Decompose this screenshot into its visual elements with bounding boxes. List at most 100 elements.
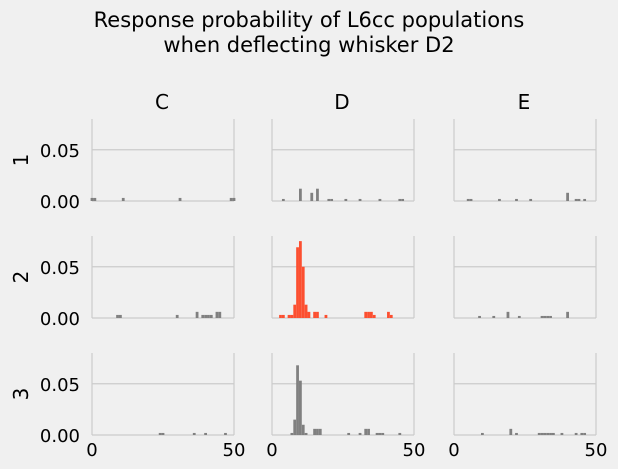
panel-1-D-bar (310, 192, 314, 201)
panel-1-D-bar (401, 198, 405, 201)
panel-1-C-ytick-label: 0.05 (40, 141, 80, 162)
panel-1-C-bar (178, 197, 182, 201)
panel-2-C-bar (207, 314, 210, 318)
panel-2-E-bar (566, 311, 569, 318)
panel-2-C-bar (119, 314, 122, 318)
panel-3-E-bar (515, 432, 518, 435)
panel-2-C-bar (204, 314, 207, 318)
panel-3-C-ytick-label: 0.00 (40, 426, 80, 447)
panel-1-D-bar (299, 188, 302, 201)
panel-3-D-bar (316, 428, 319, 435)
panel-3-E-bar (537, 432, 541, 435)
panel-2-D-bar (316, 311, 319, 318)
panel-1-D-bar (344, 198, 348, 201)
panel-2-D-bar (367, 311, 370, 318)
panel-2-D-bar (313, 311, 316, 318)
panel-2-E-bar (506, 311, 510, 318)
panel-3-C-bar (192, 432, 196, 435)
panel-1-D-bar (358, 198, 362, 201)
panel-3-E-bar (580, 432, 584, 435)
panel-1-D-bar (281, 198, 285, 201)
panel-3-E-xtick-label: 50 (585, 440, 608, 461)
panel-3-D-bar (318, 428, 322, 435)
panel-3-D-bar (378, 432, 382, 435)
panel-3-D-bar (290, 432, 294, 435)
panel-3-D-bar (367, 428, 370, 435)
panel-1-E-bar (583, 198, 587, 201)
panel-2-D-bar (279, 314, 282, 318)
panel-3-E-xtick-label: 0 (448, 440, 459, 461)
panel-3-E-bar (560, 432, 564, 435)
column-label-D: D (334, 90, 349, 114)
panel-2-E-bar (549, 315, 552, 318)
panel-3-D-bar (313, 428, 316, 435)
panel-2-D-bar (299, 241, 302, 318)
panel-3-E-bar (552, 432, 555, 435)
panel-3-C-ytick-label: 0.05 (40, 375, 80, 396)
panel-1-E-bar (469, 198, 473, 201)
panel-3-D-bar (375, 432, 379, 435)
panel-3-D-bar (293, 419, 297, 435)
panel-3-E-bar (540, 432, 544, 435)
panel-3-C-xtick-label: 0 (86, 440, 97, 461)
panel-3-C-xtick-label: 50 (223, 440, 246, 461)
panel-3-E-bar (509, 428, 513, 435)
panel-2-C-bar (201, 314, 205, 318)
panel-3-E-bar (546, 432, 550, 435)
panel-3-D-xtick-label: 0 (266, 440, 277, 461)
panel-2-D-bar (301, 266, 305, 318)
panel-3-D-bar (398, 432, 402, 435)
panel-3-E-bar (574, 432, 578, 435)
chart-title-line2: when deflecting whisker D2 (163, 33, 455, 57)
panel-3-C-bar (204, 432, 207, 435)
panel-1-C-ytick-label: 0.00 (40, 192, 80, 213)
panel-2-D-bar (293, 304, 297, 318)
panel-1-E-bar (574, 198, 578, 201)
panel-1-E-bar (515, 198, 518, 201)
panel-2-E-bar (546, 315, 550, 318)
panel-3-C-bar (158, 432, 162, 435)
panel-2-D-bar (290, 314, 294, 318)
panel-2-D-bar (370, 311, 373, 318)
panel-3-E-bar (549, 432, 552, 435)
panel-1-D-bar (327, 198, 331, 201)
panel-3-D-bar (304, 432, 308, 435)
panel-2-D-bar (281, 314, 285, 318)
panel-2-D-bar (372, 314, 376, 318)
panel-3-E-bar (583, 432, 587, 435)
panel-2-E-bar (543, 315, 547, 318)
panel-1-E-bar (566, 192, 569, 201)
panel-1-C-bar (121, 197, 125, 201)
row-label-1: 1 (9, 154, 33, 167)
panel-1-D-bar (398, 198, 402, 201)
panel-1-E-bar (577, 198, 581, 201)
chart-title: Response probability of L6cc populations… (0, 8, 618, 58)
panel-2-D-bar (389, 314, 393, 318)
panel-3-D-bar (358, 432, 362, 435)
panel-2-D-bar (324, 314, 328, 318)
panel-1-D-bar (330, 198, 334, 201)
panel-2-C-ytick-label: 0.00 (40, 309, 80, 330)
panel-2-C-ytick-label: 0.05 (40, 258, 80, 279)
panel-2-D-bar (387, 311, 390, 318)
panel-2-E-bar (478, 315, 481, 318)
panel-3-E-bar (481, 432, 484, 435)
panel-2-E-bar (517, 315, 521, 318)
panel-1-D-bar (316, 188, 319, 201)
panel-2-D-bar (296, 247, 299, 318)
panel-2-C-bar (195, 311, 199, 318)
panel-1-C-bar (93, 197, 97, 201)
panel-1-C-bar (229, 197, 233, 201)
panel-1-E-bar (466, 198, 470, 201)
panel-2-C-bar (218, 311, 222, 318)
column-label-C: C (155, 90, 169, 114)
panel-2-E-bar (492, 315, 496, 318)
panel-2-D-bar (304, 304, 308, 318)
panel-3-D-bar (347, 432, 351, 435)
panel-3-D-bar (296, 365, 299, 435)
panel-2-D-bar (307, 311, 311, 318)
panel-3-D-xtick-label: 50 (403, 440, 426, 461)
panel-1-C-bar (90, 197, 94, 201)
row-label-3: 3 (9, 388, 33, 401)
